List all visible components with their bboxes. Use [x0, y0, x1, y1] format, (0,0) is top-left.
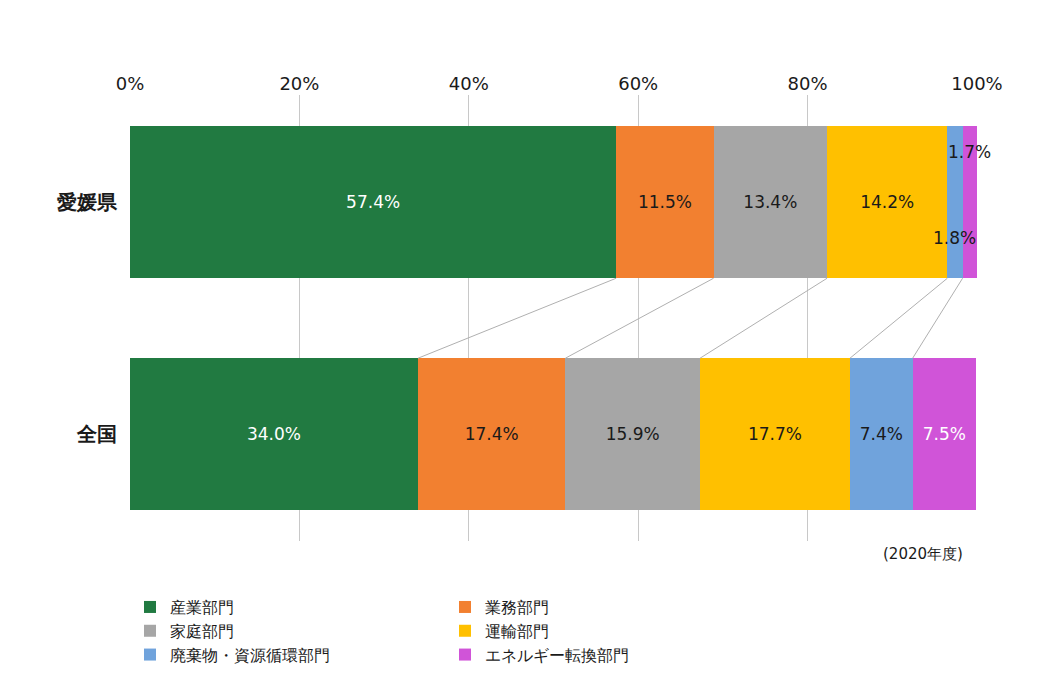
svg-text:15.9%: 15.9% [606, 424, 660, 444]
svg-text:1.8%: 1.8% [933, 228, 976, 248]
svg-text:7.5%: 7.5% [923, 424, 966, 444]
svg-text:100%: 100% [951, 73, 1002, 94]
svg-text:0%: 0% [116, 73, 145, 94]
svg-text:7.4%: 7.4% [860, 424, 903, 444]
svg-text:全国: 全国 [76, 422, 117, 446]
svg-text:20%: 20% [279, 73, 319, 94]
svg-text:家庭部門: 家庭部門 [170, 622, 234, 641]
svg-text:運輸部門: 運輸部門 [485, 622, 549, 641]
svg-text:エネルギー転換部門: エネルギー転換部門 [485, 646, 629, 665]
svg-text:(2020年度): (2020年度) [883, 545, 963, 563]
svg-text:60%: 60% [618, 73, 658, 94]
svg-text:80%: 80% [788, 73, 828, 94]
svg-text:17.4%: 17.4% [465, 424, 519, 444]
svg-text:34.0%: 34.0% [247, 424, 301, 444]
svg-text:1.7%: 1.7% [948, 142, 991, 162]
svg-text:40%: 40% [449, 73, 489, 94]
svg-text:産業部門: 産業部門 [170, 598, 234, 617]
svg-text:11.5%: 11.5% [638, 192, 692, 212]
svg-text:愛媛県: 愛媛県 [57, 190, 118, 214]
svg-text:廃棄物・資源循環部門: 廃棄物・資源循環部門 [170, 646, 330, 665]
svg-text:13.4%: 13.4% [743, 192, 797, 212]
svg-text:17.7%: 17.7% [748, 424, 802, 444]
svg-text:57.4%: 57.4% [346, 192, 400, 212]
svg-text:業務部門: 業務部門 [485, 598, 549, 617]
svg-text:14.2%: 14.2% [860, 192, 914, 212]
